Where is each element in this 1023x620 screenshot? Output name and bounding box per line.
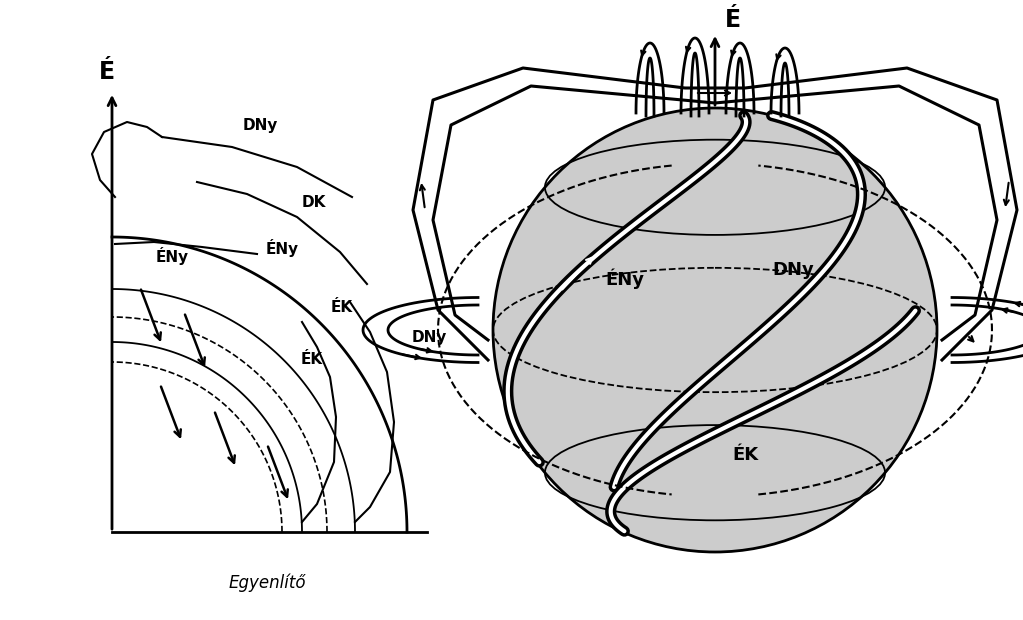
Text: Egyenlítő: Egyenlítő bbox=[228, 574, 306, 593]
Text: ÉNy: ÉNy bbox=[606, 268, 644, 289]
Text: ÉK: ÉK bbox=[301, 352, 323, 367]
Circle shape bbox=[493, 108, 937, 552]
Text: DK: DK bbox=[302, 195, 326, 210]
Text: ÉNy: ÉNy bbox=[265, 239, 299, 257]
Text: ÉK: ÉK bbox=[731, 446, 758, 464]
Text: É: É bbox=[725, 8, 741, 32]
Text: ÉK: ÉK bbox=[330, 300, 353, 315]
Text: É: É bbox=[99, 60, 115, 84]
Text: DNy: DNy bbox=[242, 118, 277, 133]
Text: DNy: DNy bbox=[412, 330, 447, 345]
Text: DNy: DNy bbox=[772, 261, 814, 279]
Text: ÉNy: ÉNy bbox=[155, 247, 188, 265]
